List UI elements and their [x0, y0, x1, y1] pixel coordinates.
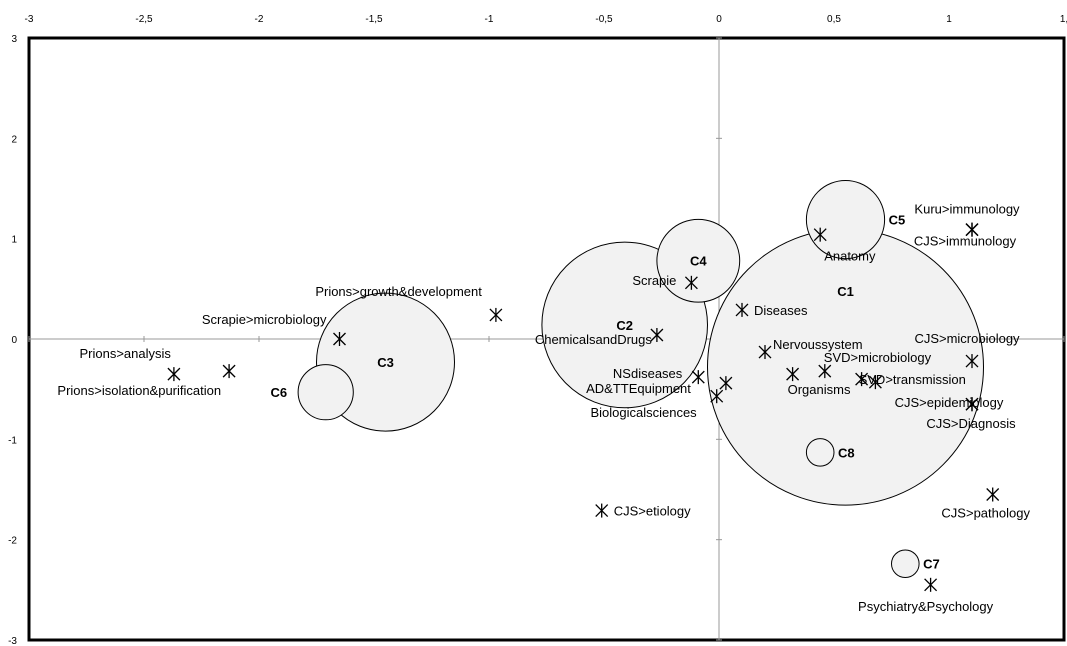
cluster-label: C6 — [270, 385, 287, 400]
asterisk-point — [855, 372, 869, 387]
point-label: Prions>isolation&purification — [57, 383, 221, 398]
asterisk-point — [684, 275, 698, 290]
point-label: CJS>immunology — [914, 234, 1017, 249]
asterisk-point — [691, 370, 705, 385]
asterisk-point — [719, 376, 733, 391]
asterisk-point — [710, 389, 724, 404]
asterisk-point — [786, 367, 800, 382]
cluster-circle — [805, 438, 835, 467]
x-tick-label: -3 — [25, 14, 34, 25]
point-label: Kuru>immunology — [914, 202, 1020, 217]
asterisk-point — [595, 503, 609, 518]
y-tick-label: 0 — [11, 335, 17, 346]
point-label: CJS>Diagnosis — [926, 416, 1016, 431]
y-tick-label: 3 — [11, 34, 17, 45]
point-label: CJS>microbiology — [914, 331, 1020, 346]
point-label: Organisms — [788, 382, 851, 397]
point-label: Prions>growth&development — [315, 284, 482, 299]
cluster-label: C4 — [690, 254, 707, 269]
asterisk-point — [222, 364, 236, 379]
x-tick-label: -2 — [255, 14, 264, 25]
point-label: SVD>microbiology — [824, 350, 932, 365]
point-label: CJS>etiology — [614, 504, 691, 519]
asterisk-point — [986, 487, 1000, 502]
asterisk-point — [650, 327, 664, 342]
cluster-label: C8 — [838, 445, 855, 460]
point-label: AD&TTEquipment — [586, 381, 691, 396]
y-tick-label: -1 — [8, 435, 17, 446]
asterisk-point — [965, 397, 979, 412]
cluster-circle — [297, 364, 354, 421]
point-label: Nervoussystem — [773, 337, 863, 352]
point-label: ChemicalsandDrugs — [535, 332, 653, 347]
asterisk-point — [965, 222, 979, 237]
cluster-label: C1 — [837, 284, 854, 299]
cluster-circle — [707, 228, 984, 506]
x-tick-label: 0,5 — [827, 14, 841, 25]
point-label: CJS>pathology — [941, 506, 1030, 521]
y-tick-label: 1 — [11, 235, 17, 246]
cluster-label: C2 — [616, 318, 633, 333]
asterisk-point — [167, 367, 181, 382]
point-label: Psychiatry&Psychology — [858, 599, 994, 614]
point-label: SVD>transmission — [859, 372, 966, 387]
point-label: Anatomy — [824, 249, 876, 264]
x-tick-label: -1 — [485, 14, 494, 25]
asterisk-point — [333, 332, 346, 346]
asterisk-point — [818, 364, 832, 379]
point-label: Biologicalsciences — [590, 405, 697, 420]
point-label: Diseases — [754, 303, 808, 318]
y-tick-label: -3 — [8, 636, 17, 646]
cluster-circle — [805, 180, 886, 260]
cluster-label: C7 — [923, 557, 940, 572]
point-label: Scrapie — [632, 273, 676, 288]
x-tick-label: 1, — [1060, 14, 1067, 25]
x-tick-label: 0 — [716, 14, 722, 25]
cluster-circle — [656, 218, 741, 303]
x-tick-label: -0,5 — [595, 14, 613, 25]
x-tick-label: -1,5 — [365, 14, 383, 25]
asterisk-point — [489, 307, 503, 322]
cluster-label: C3 — [377, 355, 394, 370]
point-label: CJS>epidemiology — [895, 395, 1004, 410]
cluster-label: C5 — [889, 213, 906, 228]
point-label: NSdiseases — [613, 366, 683, 381]
y-tick-label: 2 — [11, 134, 17, 145]
x-tick-label: 1 — [946, 14, 952, 25]
cluster-circle — [891, 549, 920, 579]
asterisk-point — [813, 227, 827, 242]
asterisk-point — [735, 302, 749, 317]
x-tick-label: -2,5 — [135, 14, 153, 25]
asterisk-point — [868, 375, 882, 390]
asterisk-point — [965, 354, 979, 369]
point-label: Prions>analysis — [79, 346, 171, 361]
y-tick-label: -2 — [8, 536, 17, 547]
asterisk-point — [758, 345, 772, 360]
asterisk-point — [924, 577, 938, 592]
point-label: Scrapie>microbiology — [202, 312, 327, 327]
